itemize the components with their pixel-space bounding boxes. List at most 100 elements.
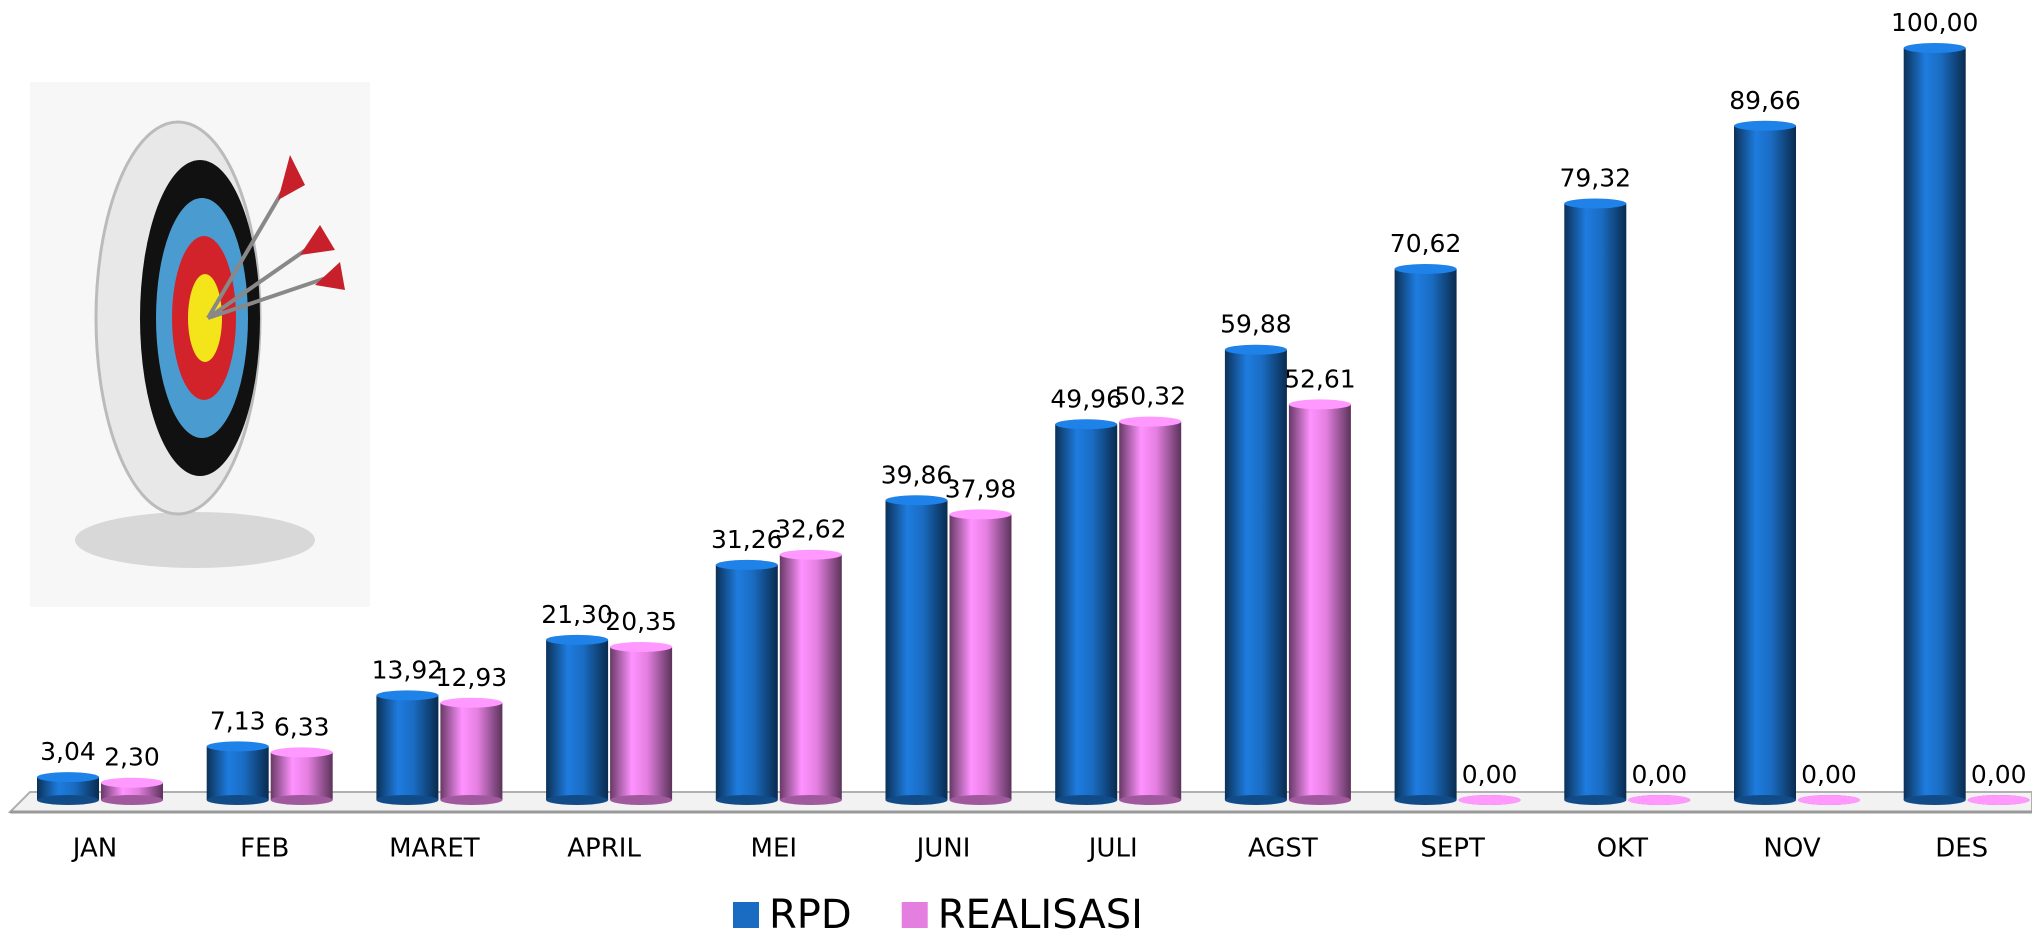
bar-cap	[440, 697, 503, 708]
bar	[37, 777, 99, 800]
bar-bottom	[101, 795, 163, 805]
bar-cap	[1734, 120, 1796, 131]
value-label: 7,13	[210, 706, 266, 735]
bar-cap	[1394, 263, 1457, 274]
bar-bottom	[440, 795, 503, 805]
bar	[1734, 125, 1796, 801]
value-label: 52,61	[1284, 364, 1356, 393]
value-label: 50,32	[1114, 382, 1186, 411]
bar-cap	[1903, 43, 1966, 53]
bar	[949, 514, 1012, 800]
bar-bottom	[715, 795, 778, 805]
legend-label: RPD	[769, 892, 852, 937]
x-tick-label: MARET	[389, 834, 480, 864]
bar	[1119, 421, 1182, 800]
value-label: 59,88	[1220, 310, 1292, 339]
x-tick-label: MEI	[751, 834, 798, 864]
bar-bottom	[376, 795, 439, 805]
x-tick-label: DES	[1935, 834, 1988, 864]
x-tick-label: NOV	[1763, 834, 1820, 864]
bar-cap	[1798, 795, 1860, 805]
bar-cap	[1628, 795, 1691, 805]
bar	[1903, 48, 1966, 800]
bar-bottom	[1394, 795, 1457, 805]
value-label: 6,33	[274, 712, 330, 741]
value-label: 32,62	[775, 515, 847, 544]
x-tick-label: JAN	[71, 834, 117, 864]
value-label: 70,62	[1390, 229, 1462, 258]
value-label: 0,00	[1801, 760, 1857, 789]
bar	[206, 746, 269, 800]
bar	[1394, 268, 1457, 800]
value-label: 31,26	[711, 525, 783, 554]
value-label: 100,00	[1891, 8, 1978, 37]
bar-cap	[1458, 795, 1521, 805]
x-tick-label: FEB	[240, 834, 289, 864]
bar	[376, 695, 439, 800]
bar	[1224, 349, 1287, 800]
value-label: 0,00	[1971, 760, 2027, 789]
bar	[546, 639, 609, 800]
target-illustration	[30, 82, 370, 607]
bar-bottom	[1288, 795, 1351, 805]
bar	[779, 554, 842, 800]
bar-cap	[1288, 399, 1351, 410]
bar-bottom	[37, 795, 99, 805]
legend-swatch	[733, 902, 759, 928]
bar-cap	[37, 772, 99, 783]
bar-cap	[779, 549, 842, 560]
bar-bottom	[1055, 795, 1118, 805]
bar-cap	[715, 559, 778, 570]
bar-cap	[270, 747, 333, 758]
bar-cap	[1119, 416, 1182, 427]
bar-cap	[610, 641, 673, 652]
bar-bottom	[885, 795, 948, 805]
bar	[270, 752, 333, 800]
bar	[610, 646, 673, 800]
bar-bottom	[206, 795, 269, 805]
x-tick-label: SEPT	[1420, 834, 1485, 864]
bar-cap	[206, 741, 269, 752]
x-tick-label: JUNI	[915, 834, 971, 864]
value-label: 39,86	[881, 460, 953, 489]
value-label: 2,30	[104, 743, 160, 772]
value-label: 21,30	[541, 600, 613, 629]
value-label: 49,96	[1050, 384, 1122, 413]
value-label: 12,93	[436, 663, 508, 692]
bar-bottom	[546, 795, 609, 805]
x-tick-label: APRIL	[567, 834, 641, 864]
bar-cap	[885, 495, 948, 506]
value-label: 3,04	[40, 737, 96, 766]
bar-bottom	[610, 795, 673, 805]
bar-cap	[1564, 198, 1627, 209]
bar	[440, 702, 503, 800]
arrow-fletching	[278, 155, 345, 290]
bar-cap	[1967, 795, 2030, 805]
target-shadow	[75, 512, 315, 568]
bar-bottom	[270, 795, 333, 805]
value-label: 20,35	[605, 607, 677, 636]
ring-yellow	[188, 274, 222, 362]
value-label: 0,00	[1462, 760, 1518, 789]
bar	[1288, 404, 1351, 800]
legend-label: REALISASI	[938, 892, 1143, 937]
bar-cap	[1224, 344, 1287, 355]
value-label: 13,92	[372, 655, 444, 684]
bar-bottom	[1903, 795, 1966, 805]
bar	[715, 564, 778, 800]
bar-bottom	[779, 795, 842, 805]
legend-swatch	[901, 902, 928, 928]
bar-bottom	[949, 795, 1012, 805]
value-label: 89,66	[1729, 86, 1801, 115]
value-label: 0,00	[1631, 760, 1687, 789]
x-tick-label: JULI	[1087, 834, 1138, 864]
bar-cap	[949, 509, 1012, 520]
bar-bottom	[1564, 795, 1627, 805]
bar	[885, 500, 948, 800]
bar-bottom	[1734, 795, 1796, 805]
bar-bottom	[1224, 795, 1287, 805]
bar	[1564, 203, 1627, 800]
bar	[1055, 424, 1118, 800]
